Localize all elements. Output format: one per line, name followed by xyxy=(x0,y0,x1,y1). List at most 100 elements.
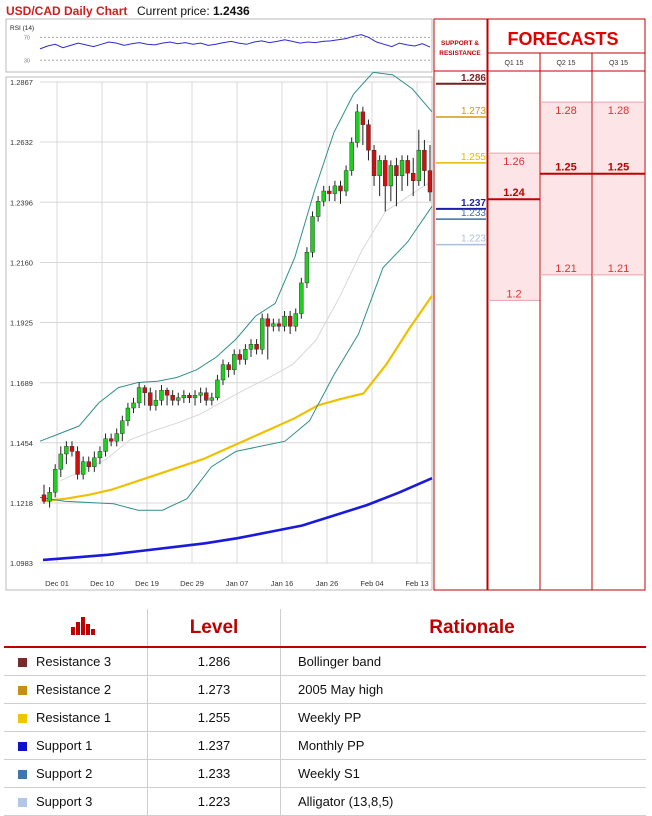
forecast-high-label: 1.28 xyxy=(555,105,576,117)
x-tick-label: Jan 07 xyxy=(226,579,249,588)
x-tick-label: Feb 13 xyxy=(405,579,428,588)
candle-body xyxy=(254,344,259,350)
candle-body xyxy=(220,364,226,381)
y-tick-label: 1.2632 xyxy=(10,138,33,147)
forecast-low-label: 1.21 xyxy=(608,263,629,275)
sr-panel xyxy=(433,18,488,591)
row-label: Resistance 2 xyxy=(36,682,112,697)
row-rationale: Bollinger band xyxy=(280,647,646,676)
rsi-tick-label: 70 xyxy=(24,35,30,41)
row-rationale: Monthly PP xyxy=(280,731,646,760)
row-name: Support 2 xyxy=(4,759,148,788)
candle-body xyxy=(416,149,422,182)
sr-level-label: 1.237 xyxy=(461,198,486,209)
candle-body xyxy=(108,438,114,442)
bollinger-lower-line xyxy=(39,206,433,511)
sr-level-label: 1.233 xyxy=(461,208,486,219)
rsi-panel xyxy=(5,18,433,73)
candle-body xyxy=(383,160,388,187)
rsi-label: RSI (14) xyxy=(10,25,34,32)
candle-body xyxy=(209,397,215,401)
row-rationale: Weekly S1 xyxy=(280,759,646,788)
forecast-col-label: Q1 15 xyxy=(504,60,523,67)
table-row: Resistance 3 1.286 Bollinger band xyxy=(4,647,646,676)
candle-body xyxy=(204,392,209,401)
candle-body xyxy=(332,185,338,194)
table-row: Resistance 2 1.273 2005 May high xyxy=(4,675,646,704)
forecast-col-label: Q3 15 xyxy=(609,60,628,67)
candle-body xyxy=(164,389,170,396)
candle-body xyxy=(148,392,153,406)
price-panel xyxy=(5,76,433,591)
forecast-range xyxy=(541,102,591,275)
rationale-header: Rationale xyxy=(280,609,646,648)
sr-heading: RESISTANCE xyxy=(439,50,481,57)
candle-body xyxy=(315,201,321,217)
candle-body xyxy=(232,354,237,370)
candle-body xyxy=(394,165,399,176)
row-level: 1.237 xyxy=(147,731,281,760)
candle-body xyxy=(125,407,131,421)
price-label: Current price: xyxy=(137,4,210,18)
y-tick-label: 1.2160 xyxy=(10,259,33,268)
x-tick-label: Dec 19 xyxy=(135,579,159,588)
legend-swatch xyxy=(18,686,27,695)
x-tick-label: Dec 29 xyxy=(180,579,204,588)
y-tick-label: 1.0983 xyxy=(10,559,33,568)
candle-body xyxy=(377,160,382,176)
candle-body xyxy=(371,149,377,176)
candle-body xyxy=(349,142,354,171)
chart-title: USD/CAD Daily Chart xyxy=(6,4,128,18)
candle-body xyxy=(159,389,164,401)
legend-swatch xyxy=(18,770,27,779)
forecast-range xyxy=(593,102,644,275)
x-tick-label: Dec 10 xyxy=(90,579,114,588)
level-header: Level xyxy=(147,609,281,648)
candle-body xyxy=(226,364,231,370)
bollinger-mid-line xyxy=(59,180,433,482)
candle-body xyxy=(58,453,63,470)
row-name: Resistance 2 xyxy=(4,675,148,704)
x-tick-label: Jan 26 xyxy=(316,579,339,588)
row-label: Support 2 xyxy=(36,766,93,781)
candle-body xyxy=(399,160,405,176)
candle-body xyxy=(75,451,80,475)
forecast-title: FORECASTS xyxy=(507,29,618,49)
row-name: Support 3 xyxy=(4,787,148,816)
candle-body xyxy=(265,318,270,327)
candle-body xyxy=(259,318,265,350)
row-name: Support 1 xyxy=(4,731,148,760)
candle-body xyxy=(120,420,125,434)
candle-body xyxy=(405,160,410,174)
forecast-high-label: 1.28 xyxy=(608,105,629,117)
row-label: Resistance 3 xyxy=(36,654,112,669)
table-row: Support 1 1.237 Monthly PP xyxy=(4,731,646,760)
candle-body xyxy=(366,124,371,151)
sma-blue-line xyxy=(42,477,433,562)
candle-body xyxy=(52,469,58,493)
y-tick-label: 1.1689 xyxy=(10,379,33,388)
candle-body xyxy=(64,446,69,455)
table-icon-cell xyxy=(4,609,148,648)
row-label: Support 3 xyxy=(36,794,93,809)
y-tick-label: 1.1218 xyxy=(10,499,33,508)
forecast-col-label: Q2 15 xyxy=(556,60,575,67)
y-tick-label: 1.2867 xyxy=(10,78,33,87)
forecast-low-label: 1.21 xyxy=(555,263,576,275)
row-name: Resistance 1 xyxy=(4,703,148,732)
row-level: 1.273 xyxy=(147,675,281,704)
legend-swatch xyxy=(18,742,27,751)
candle-body xyxy=(97,451,103,459)
candle-body xyxy=(69,446,75,452)
row-rationale: 2005 May high xyxy=(280,675,646,704)
legend-swatch xyxy=(18,714,27,723)
row-level: 1.286 xyxy=(147,647,281,676)
forecast-range xyxy=(489,153,539,301)
candle-body xyxy=(41,494,47,502)
candle-body xyxy=(282,315,287,327)
bar-chart-icon xyxy=(70,616,95,635)
x-tick-label: Jan 16 xyxy=(271,579,294,588)
sr-level-label: 1.286 xyxy=(461,73,486,84)
row-rationale: Alligator (13,8,5) xyxy=(280,787,646,816)
candle-body xyxy=(80,461,86,475)
